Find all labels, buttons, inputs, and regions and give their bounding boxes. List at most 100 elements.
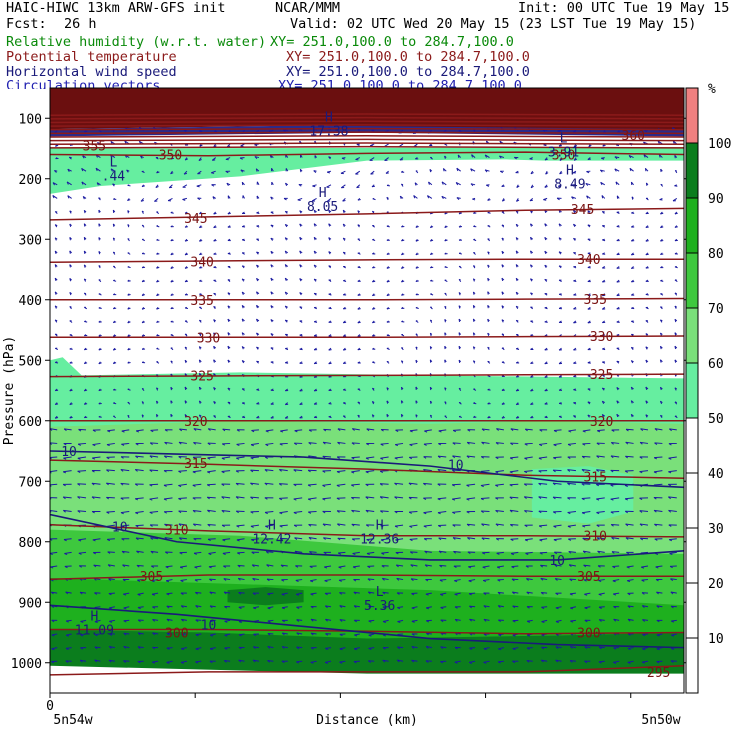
wind-vector-head (674, 332, 677, 336)
wind-vector-head (397, 621, 401, 624)
wind-vector (164, 537, 173, 540)
wind-vector-head (602, 239, 606, 242)
wind-vector-head (69, 278, 72, 282)
wind-vector-head (497, 661, 501, 664)
wind-vector (351, 470, 360, 473)
wind-vector-head (668, 443, 672, 446)
wind-vector-head (466, 441, 470, 445)
wind-vector (136, 564, 144, 567)
wind-vector-head (351, 471, 355, 474)
wind-vector-head (544, 293, 548, 296)
wind-vector-head (54, 319, 58, 323)
wind-vector (121, 550, 130, 553)
wind-vector-head (568, 430, 572, 433)
wind-vector-head (614, 156, 618, 160)
wind-vector-head (484, 169, 488, 173)
wind-vector (410, 551, 418, 553)
wind-vector-head (625, 428, 629, 432)
wind-vector-head (668, 457, 672, 460)
wind-vector-head (351, 484, 355, 487)
wind-vector-head (112, 237, 115, 241)
wind-vector-head (453, 551, 457, 554)
wind-vector-head (366, 443, 370, 446)
wind-vector-head (50, 497, 52, 500)
wind-vector-head (512, 648, 516, 651)
wind-vector-head (235, 510, 239, 514)
wind-vector-head (597, 550, 601, 554)
wind-vector-head (530, 320, 534, 323)
wind-vector (338, 551, 346, 554)
wind-vector (380, 496, 389, 499)
wind-vector-head (50, 442, 52, 445)
wind-vector-head (627, 661, 631, 664)
wind-vector (640, 428, 649, 431)
wind-vector (152, 592, 159, 595)
theta-label: 340 (190, 256, 213, 271)
wind-vector-head (92, 429, 96, 432)
wind-vector (467, 523, 476, 526)
wind-vector-head (372, 225, 375, 228)
wind-vector-head (310, 593, 314, 596)
wind-vector-head (659, 332, 662, 336)
wind-vector-head (227, 305, 230, 309)
wind-vector-head (530, 223, 532, 227)
wind-vector-head (194, 579, 198, 582)
wind-vector (180, 660, 187, 663)
extremum-value: 12.36 (360, 533, 399, 548)
wind-vector-head (98, 251, 101, 255)
wind-vector-head (54, 291, 57, 295)
wind-vector-head (322, 498, 326, 501)
wind-vector-head (515, 210, 519, 214)
wind-vector-head (295, 579, 299, 583)
wind-vector-head (156, 321, 160, 323)
wind-vector-head (438, 550, 442, 554)
wind-vector-head (541, 606, 545, 610)
wind-vector (553, 442, 562, 446)
wind-vector (509, 509, 519, 512)
wind-vector-head (69, 334, 73, 337)
wind-vector-head (328, 209, 331, 213)
extremum-marker: L (560, 131, 568, 146)
wind-vector-head (529, 199, 533, 202)
wind-vector-head (123, 660, 127, 663)
wind-vector-head (299, 292, 302, 296)
wind-vector-head (660, 293, 664, 296)
wind-vector-head (483, 619, 487, 622)
wind-vector-head (213, 306, 216, 310)
wind-vector (466, 455, 476, 458)
wind-vector-head (468, 593, 472, 596)
wind-vector-head (184, 346, 187, 350)
wind-vector-head (627, 592, 631, 596)
wind-vector-head (498, 619, 502, 623)
wind-vector-head (473, 252, 476, 255)
wind-vector-head (221, 471, 225, 474)
wind-vector-head (581, 469, 585, 472)
wind-vector-head (354, 648, 358, 651)
wind-vector-head (137, 632, 141, 636)
wind-speed-label: 10 (61, 445, 77, 460)
wind-vector-head (253, 607, 257, 610)
wind-vector-head (98, 293, 102, 296)
wind-vector-head (252, 659, 256, 663)
wind-vector (626, 565, 634, 568)
wind-vector-head (84, 403, 88, 405)
wind-vector-head (423, 483, 426, 486)
wind-vector-head (659, 346, 662, 350)
wind-vector-head (538, 470, 542, 473)
wind-vector-head (62, 496, 66, 500)
wind-vector-head (236, 457, 240, 460)
wind-vector-head (284, 333, 288, 337)
wind-vector-head (602, 361, 606, 364)
wind-vector-head (351, 538, 355, 541)
chart-title: HAIC-HIWC 13km ARW-GFS init (6, 0, 226, 16)
wind-vector-head (270, 211, 274, 214)
wind-vector (78, 538, 87, 541)
wind-vector-head (525, 552, 529, 555)
extremum-value: 11.09 (75, 623, 114, 638)
wind-vector (339, 592, 346, 594)
wind-vector (539, 442, 548, 445)
wind-vector (611, 537, 620, 540)
wind-vector-head (425, 646, 429, 649)
wind-vector-head (198, 319, 202, 323)
wind-vector-head (127, 334, 131, 337)
